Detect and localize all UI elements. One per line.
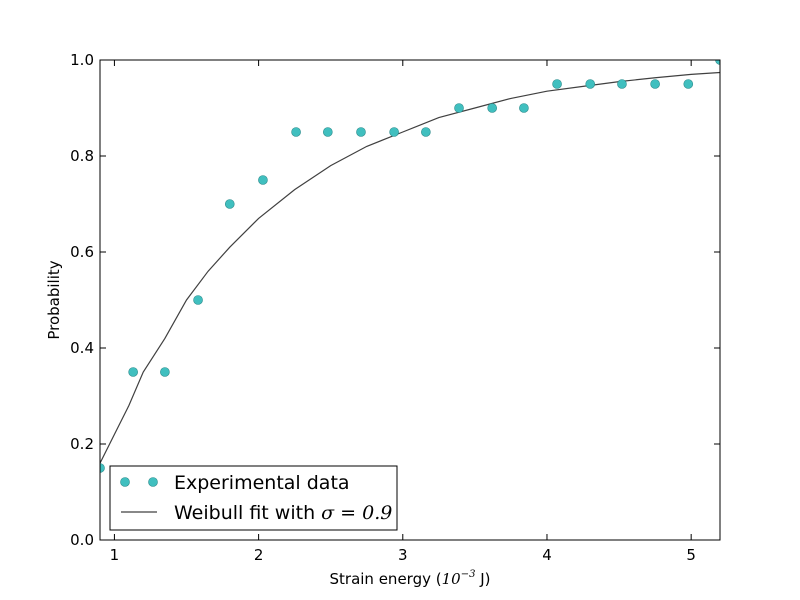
- plot-frame: [99, 59, 721, 541]
- data-point: [323, 127, 333, 137]
- data-point: [683, 79, 694, 89]
- legend: Experimental data Weibull fit with σ = 0…: [109, 465, 398, 531]
- y-tick-label: 1.0: [70, 51, 94, 69]
- x-tick-label: 1: [110, 546, 120, 564]
- y-tick-label: 0.0: [70, 531, 94, 549]
- x-axis-label-math: 10: [442, 570, 462, 588]
- data-point: [650, 79, 660, 89]
- weibull-fit-line: [100, 71, 720, 464]
- data-point: [258, 175, 268, 185]
- y-tick-label: 0.8: [70, 147, 94, 165]
- legend-marker-right: [148, 477, 158, 487]
- x-axis-label-prefix: Strain energy (: [330, 570, 442, 588]
- data-point: [617, 79, 627, 89]
- legend-label-weibull-prefix: Weibull fit with: [174, 502, 321, 524]
- data-point: [552, 79, 562, 89]
- data-point: [715, 60, 720, 65]
- legend-marker-left: [120, 477, 130, 487]
- data-point: [487, 103, 497, 113]
- x-axis-label: Strain energy (10−3 J): [330, 569, 491, 588]
- data-point: [128, 367, 138, 377]
- data-point: [224, 199, 235, 209]
- data-point: [160, 367, 170, 377]
- tick-layer: 1 2 3 4 5 0.0 0.2 0.4 0.6 0.8 1.0: [70, 51, 720, 564]
- data-point: [356, 127, 366, 137]
- plot-layer: [100, 60, 720, 473]
- y-tick-label: 0.2: [70, 435, 94, 453]
- y-axis-label: Probability: [45, 260, 63, 339]
- data-point: [519, 103, 529, 113]
- data-point: [421, 127, 431, 137]
- y-tick-label: 0.6: [70, 243, 94, 261]
- data-point: [100, 463, 105, 473]
- data-point: [193, 295, 203, 305]
- data-point: [389, 127, 399, 137]
- legend-label-weibull: Weibull fit with σ = 0.9: [174, 502, 392, 524]
- data-point: [291, 127, 301, 137]
- x-tick-label: 4: [542, 546, 552, 564]
- data-point: [585, 79, 596, 89]
- legend-label-weibull-math: σ = 0.9: [321, 502, 392, 524]
- x-tick-label: 5: [686, 546, 696, 564]
- x-axis-label-suffix: J): [475, 570, 490, 588]
- legend-box: [109, 465, 398, 531]
- x-tick-label: 3: [398, 546, 408, 564]
- legend-label-experimental: Experimental data: [174, 472, 350, 494]
- data-point: [454, 103, 464, 113]
- y-tick-label: 0.4: [70, 339, 94, 357]
- x-axis-label-exponent: −3: [461, 569, 476, 580]
- x-tick-label: 2: [254, 546, 264, 564]
